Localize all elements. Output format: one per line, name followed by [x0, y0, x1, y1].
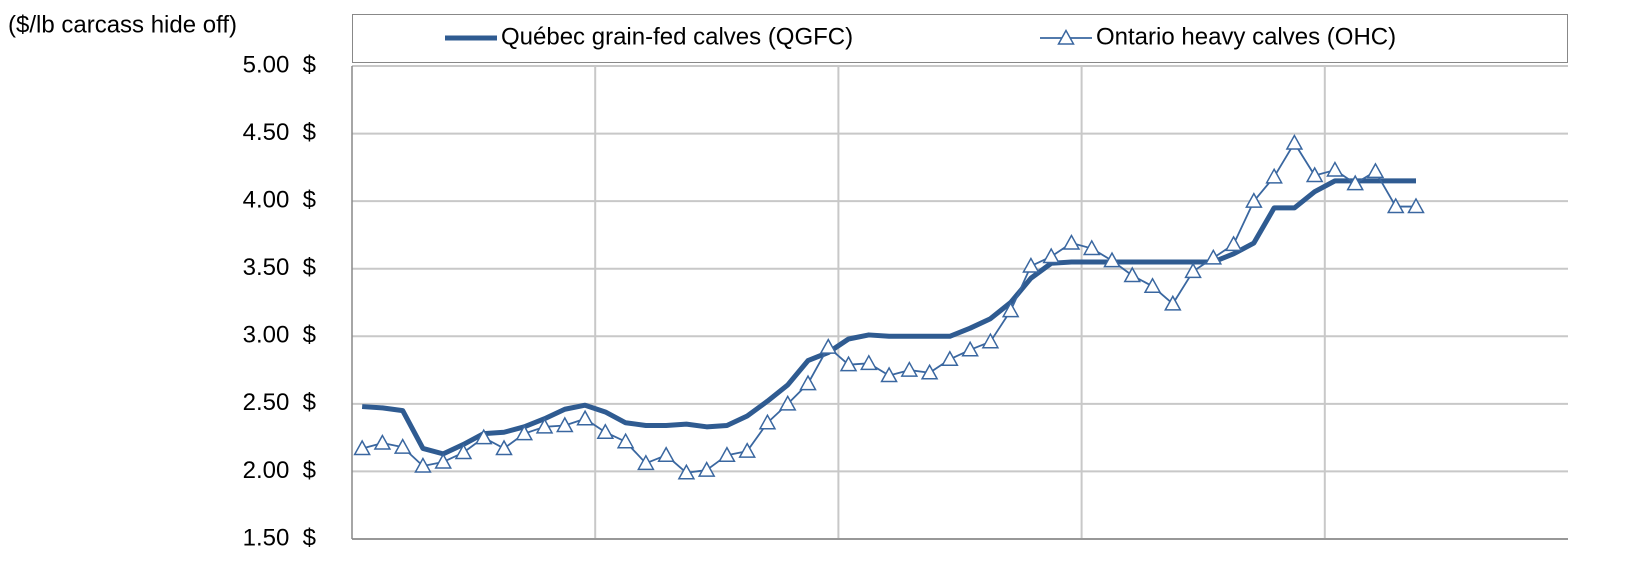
legend-marker [1057, 28, 1075, 45]
marker [920, 363, 939, 380]
legend-label: Ontario heavy calves (OHC) [1096, 23, 1396, 50]
marker [1386, 197, 1405, 214]
marker [454, 443, 473, 460]
marker [1164, 294, 1182, 311]
marker [434, 452, 452, 469]
marker [576, 409, 594, 426]
marker [1062, 233, 1081, 250]
marker [1245, 192, 1263, 208]
marker [1001, 301, 1020, 318]
marker [535, 417, 554, 434]
marker [637, 454, 655, 471]
marker [1123, 266, 1142, 283]
y-tick-label: 4.50 $ [243, 119, 316, 146]
marker [474, 428, 493, 445]
marker [1346, 174, 1364, 191]
marker [353, 439, 371, 456]
y-tick-label: 3.50 $ [243, 254, 316, 281]
marker [758, 413, 777, 430]
marker [799, 374, 817, 391]
marker [556, 416, 574, 433]
marker [657, 446, 675, 462]
marker [880, 366, 898, 383]
marker [495, 439, 513, 456]
marker [1042, 247, 1060, 264]
marker [860, 354, 878, 371]
y-tick-label: 1.50 $ [243, 524, 316, 551]
marker [373, 434, 392, 450]
marker [941, 350, 959, 367]
marker [515, 424, 534, 441]
legend-label: Québec grain-fed calves (QGFC) [501, 23, 853, 50]
y-tick-label: 2.00 $ [243, 457, 316, 484]
marker [1082, 239, 1101, 256]
marker [738, 442, 756, 458]
marker [1326, 161, 1344, 177]
marker [1265, 167, 1283, 184]
marker [1184, 262, 1202, 279]
marker [839, 355, 858, 372]
marker [1285, 133, 1304, 150]
y-tick-label: 4.00 $ [243, 186, 316, 213]
marker [1305, 166, 1324, 183]
y-tick-label: 2.50 $ [243, 389, 316, 416]
marker [1224, 235, 1243, 252]
marker [819, 338, 838, 354]
y-tick-label: 5.00 $ [243, 51, 316, 78]
legend-box [352, 14, 1568, 63]
marker [1022, 256, 1040, 273]
marker [393, 438, 412, 454]
marker [900, 361, 919, 377]
y-axis-label: ($/lb carcass hide off) [8, 11, 237, 38]
marker [414, 456, 432, 473]
marker [1143, 277, 1162, 294]
marker [718, 446, 736, 462]
marker [697, 461, 716, 477]
marker [961, 340, 979, 357]
marker [596, 423, 615, 439]
marker [778, 394, 797, 411]
marker [981, 332, 1000, 349]
marker [1204, 248, 1223, 265]
marker [1103, 251, 1121, 268]
marker [1407, 197, 1425, 214]
marker [677, 463, 696, 480]
y-tick-label: 3.00 $ [243, 322, 316, 349]
marker [1366, 162, 1385, 179]
marker [616, 432, 635, 449]
